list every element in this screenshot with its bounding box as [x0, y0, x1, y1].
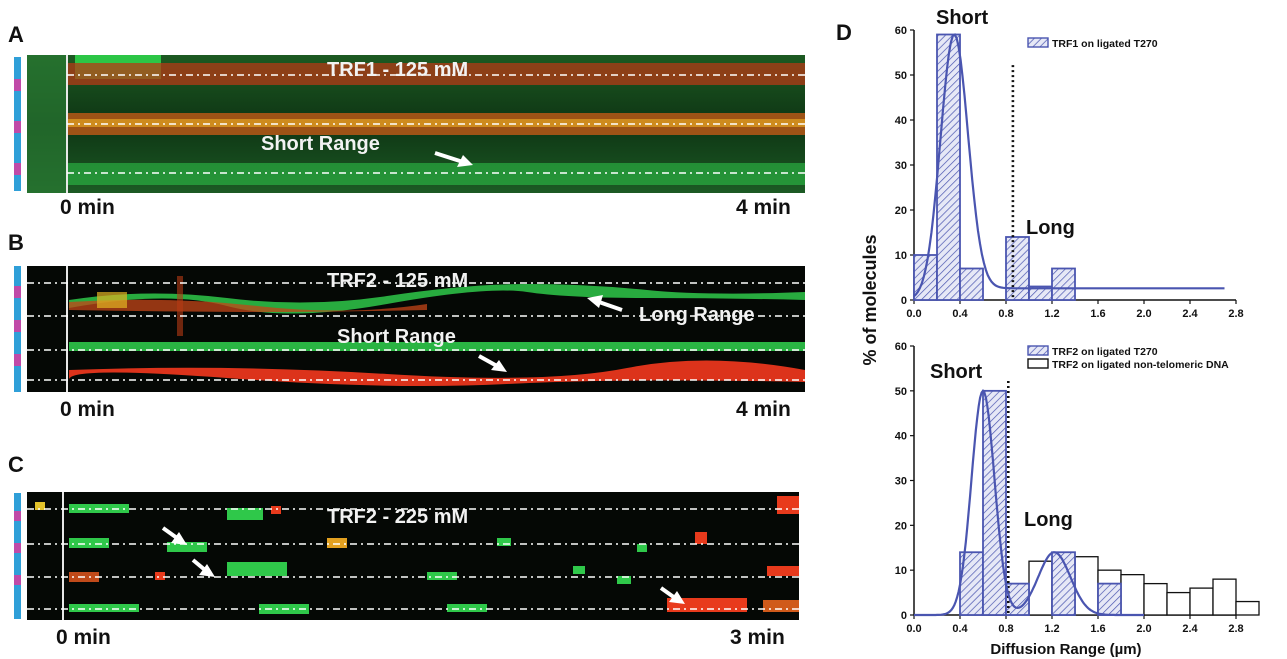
y-tick-label: 50 — [895, 386, 907, 398]
x-tick-label: 0.0 — [906, 623, 921, 635]
x-tick-label: 0.8 — [998, 623, 1013, 635]
panel-c-letter: C — [8, 452, 24, 477]
panel-b-letter: B — [8, 230, 24, 255]
x-tick-label: 2.4 — [1182, 308, 1198, 320]
legend-entry: TRF1 on ligated T270 — [1052, 38, 1158, 50]
y-tick-label: 10 — [895, 565, 907, 577]
panel-a-title: TRF1 - 125 mM — [327, 59, 469, 81]
x-tick-label: 2.4 — [1182, 623, 1198, 635]
legend-entry: TRF2 on ligated non-telomeric DNA — [1052, 359, 1229, 371]
panel-c-arrow-1 — [161, 526, 187, 545]
legend-swatch — [1027, 345, 1049, 356]
panel-b-kymo-image — [27, 266, 805, 392]
panel-a-annotation: Short Range — [261, 133, 380, 155]
x-tick-label: 0.8 — [998, 308, 1013, 320]
panel-c-dna-bar — [14, 493, 21, 619]
x-tick-label: 0.0 — [906, 308, 921, 320]
fit-curve — [913, 33, 1225, 297]
x-tick-label: 1.2 — [1044, 308, 1059, 320]
panel-b-long-arrow — [587, 295, 623, 312]
legend-swatch — [1027, 358, 1049, 369]
x-tick-label: 2.0 — [1136, 623, 1151, 635]
y-tick-label: 40 — [895, 431, 907, 443]
panel-b-end-time: 4 min — [736, 398, 791, 421]
open-bar — [1235, 600, 1260, 616]
panel-a-end-time: 4 min — [736, 196, 791, 219]
panel-d-ylabel: % of molecules — [860, 234, 880, 365]
legend-swatch — [1027, 37, 1049, 48]
hatched-bar — [1097, 582, 1122, 616]
open-bar — [1120, 574, 1145, 616]
open-bar — [1166, 591, 1191, 616]
annotation-short: Short — [930, 361, 983, 383]
annotation-long: Long — [1024, 509, 1073, 531]
legend-entry: TRF2 on ligated T270 — [1052, 346, 1158, 358]
panel-c-title: TRF2 - 225 mM — [327, 506, 469, 528]
x-tick-label: 0.4 — [952, 623, 968, 635]
panel-d-xlabel: Diffusion Range (µm) — [990, 641, 1141, 658]
x-tick-label: 1.6 — [1090, 623, 1105, 635]
y-tick-label: 30 — [895, 476, 907, 488]
panel-c-kymograph: TRF2 - 225 mM — [27, 492, 799, 620]
panel-c-arrow-3 — [659, 586, 685, 604]
hatched-bar — [959, 267, 984, 301]
panel-a-letter: A — [8, 22, 24, 47]
y-tick-label: 10 — [895, 250, 907, 262]
panel-b-long-annotation: Long Range — [639, 304, 755, 326]
y-tick-label: 20 — [895, 520, 907, 532]
y-tick-label: 50 — [895, 70, 907, 82]
panel-a-dna-bar — [14, 57, 21, 191]
hatched-bar — [1051, 551, 1076, 616]
x-tick-label: 1.6 — [1090, 308, 1105, 320]
panel-b-start-time: 0 min — [60, 398, 115, 421]
x-tick-label: 2.8 — [1228, 623, 1243, 635]
panel-b-kymograph: TRF2 - 125 mM Long Range Short Range — [27, 266, 805, 392]
open-bar — [1212, 578, 1237, 616]
open-bar — [1143, 582, 1168, 616]
x-tick-label: 2.8 — [1228, 308, 1243, 320]
y-tick-label: 0 — [901, 295, 907, 307]
panel-b-short-arrow — [478, 354, 507, 372]
panel-c-kymo-image — [27, 492, 799, 620]
panel-c-end-time: 3 min — [730, 626, 785, 649]
x-tick-label: 1.2 — [1044, 623, 1059, 635]
panel-d-histograms: % of molecules Diffusion Range (µm) 0 10 2… — [860, 7, 1260, 658]
panel-d-letter: D — [836, 20, 852, 45]
y-tick-label: 30 — [895, 160, 907, 172]
y-tick-label: 20 — [895, 205, 907, 217]
open-bar — [1189, 587, 1214, 616]
panel-c-arrow-2 — [191, 558, 215, 577]
panel-b-dna-bar — [14, 266, 21, 392]
hatched-bar — [1051, 267, 1076, 301]
panel-a-start-time: 0 min — [60, 196, 115, 219]
annotation-short: Short — [936, 7, 989, 29]
fit-curve — [914, 389, 1144, 617]
y-tick-label: 40 — [895, 115, 907, 127]
panel-a-kymograph: TRF1 - 125 mM Short Range — [27, 55, 805, 193]
hatched-bar — [936, 33, 961, 301]
hatched-bar — [1005, 236, 1030, 301]
annotation-long: Long — [1026, 217, 1075, 239]
hatched-bar — [982, 389, 1007, 616]
hatched-bar — [1005, 582, 1030, 616]
x-tick-label: 0.4 — [952, 308, 968, 320]
y-tick-label: 60 — [895, 25, 907, 37]
x-tick-label: 2.0 — [1136, 308, 1151, 320]
panel-b-title: TRF2 - 125 mM — [327, 270, 469, 292]
panel-a-kymo-image — [27, 55, 805, 193]
chart-top: 0 10 20 30 40 50 60 0.0 0.4 0.8 1.2 1.6 2.0 2.4 2.8 TRF… — [895, 7, 1244, 320]
y-tick-label: 60 — [895, 341, 907, 353]
panel-a-arrow — [434, 151, 473, 167]
panel-c-start-time: 0 min — [56, 626, 111, 649]
chart-bottom: 0 10 20 30 40 50 60 0.0 0.4 0.8 1.2 1.6 2.0 2.4 2.8 TRF… — [895, 341, 1260, 635]
panel-b-short-annotation: Short Range — [337, 326, 456, 348]
y-tick-label: 0 — [901, 610, 907, 622]
